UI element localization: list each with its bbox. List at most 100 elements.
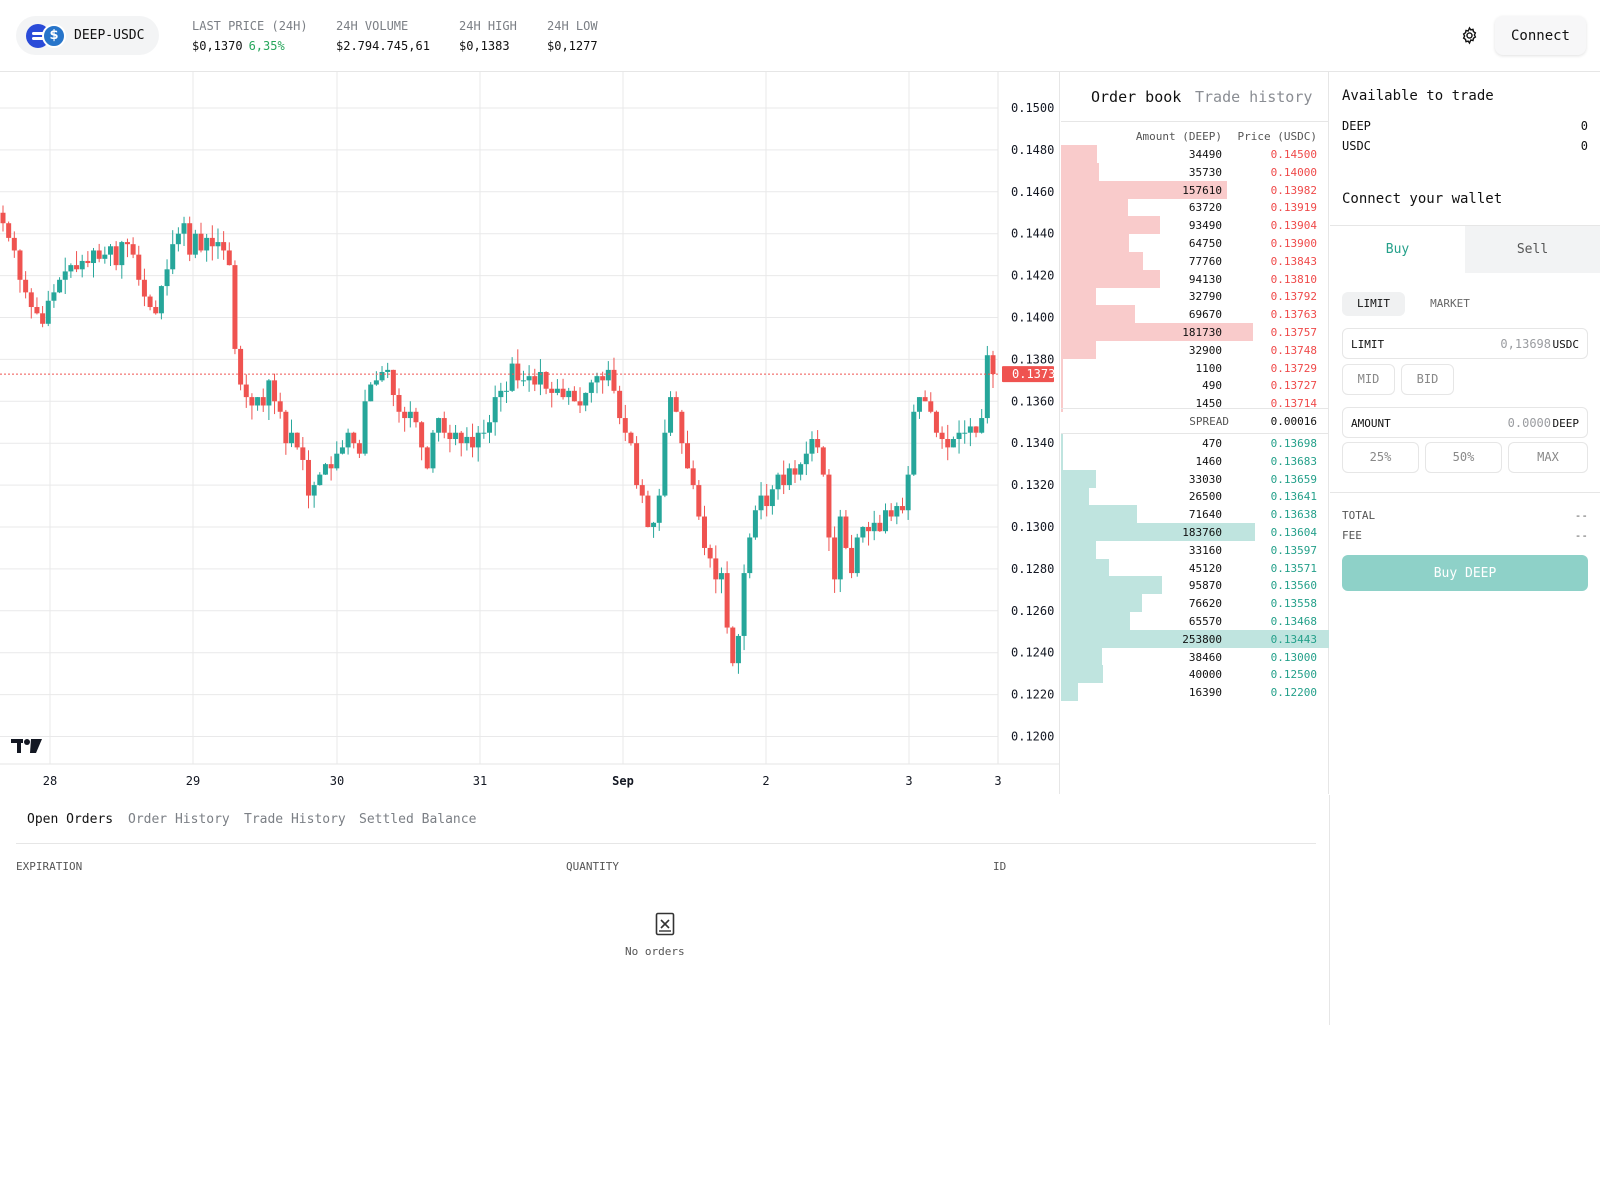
candle-body — [679, 411, 685, 444]
ask-price: 0.14500 — [1270, 148, 1317, 161]
bid-row[interactable]: 45120 0.13571 — [1061, 558, 1329, 577]
bid-row[interactable]: 16390 0.12200 — [1061, 683, 1329, 702]
mid-price-button[interactable]: MID — [1342, 364, 1395, 395]
bid-row[interactable]: 253800 0.13443 — [1061, 629, 1329, 648]
bid-row[interactable]: 65570 0.13468 — [1061, 612, 1329, 630]
total-value: -- — [1574, 509, 1588, 522]
pct-50-button[interactable]: 50% — [1425, 442, 1502, 473]
sell-tab[interactable]: Sell — [1465, 226, 1600, 273]
candle-body — [141, 279, 147, 297]
bid-depth-bar — [1061, 629, 1329, 648]
limit-price-field[interactable]: LIMIT 0,13698 USDC — [1342, 328, 1588, 359]
bid-amount: 183760 — [1182, 526, 1222, 539]
ask-row[interactable]: 490 0.13727 — [1061, 376, 1329, 395]
buy-deep-button[interactable]: Buy DEEP — [1342, 555, 1588, 591]
price-tick-label: 0.1280 — [1011, 562, 1054, 576]
bid-row[interactable]: 33160 0.13597 — [1061, 540, 1329, 559]
ask-row[interactable]: 93490 0.13904 — [1061, 216, 1329, 235]
ask-row[interactable]: 63720 0.13919 — [1061, 198, 1329, 217]
candle-body — [158, 286, 164, 314]
bid-depth-bar — [1061, 576, 1162, 595]
ask-row[interactable]: 69670 0.13763 — [1061, 305, 1329, 324]
candle-body — [883, 510, 889, 532]
tab-open-orders[interactable]: Open Orders — [27, 812, 114, 827]
candle-body — [385, 369, 391, 372]
bid-row[interactable]: 470 0.13698 — [1061, 434, 1329, 452]
ask-row[interactable]: 77760 0.13843 — [1061, 251, 1329, 270]
tradingview-logo-icon[interactable] — [11, 737, 43, 755]
order-type-market[interactable]: MARKET — [1430, 297, 1470, 310]
ask-price: 0.13763 — [1270, 308, 1317, 322]
pct-max-button[interactable]: MAX — [1508, 442, 1588, 473]
candle-body — [147, 296, 153, 308]
candle-body — [447, 432, 453, 440]
candle-body — [260, 397, 266, 406]
amount-unit: DEEP — [1552, 417, 1580, 430]
connect-button[interactable]: Connect — [1495, 16, 1586, 55]
bid-row[interactable]: 1460 0.13683 — [1061, 451, 1329, 470]
ask-price: 0.13757 — [1270, 326, 1317, 339]
ask-row[interactable]: 35730 0.14000 — [1061, 162, 1329, 181]
limit-price-value[interactable]: 0,13698 — [1500, 337, 1551, 351]
candle-body — [741, 573, 747, 636]
ask-amount: 94130 — [1188, 272, 1222, 286]
bid-price-button[interactable]: BID — [1401, 364, 1454, 395]
buy-tab[interactable]: Buy — [1330, 226, 1465, 273]
bid-row[interactable]: 76620 0.13558 — [1061, 594, 1329, 613]
candle-body — [238, 348, 244, 385]
candle-body — [243, 384, 249, 398]
ask-row[interactable]: 32790 0.13792 — [1061, 287, 1329, 306]
bid-row[interactable]: 26500 0.13641 — [1061, 487, 1329, 506]
balance-row: DEEP 0 — [1342, 119, 1588, 133]
ask-row[interactable]: 34490 0.14500 — [1061, 145, 1329, 163]
ask-row[interactable]: 181730 0.13757 — [1061, 323, 1329, 341]
order-type-limit[interactable]: LIMIT — [1342, 292, 1405, 316]
candle-body — [390, 369, 396, 396]
amount-field[interactable]: AMOUNT 0.0000 DEEP — [1342, 407, 1588, 438]
price-tick-label: 0.1440 — [1011, 227, 1054, 241]
bid-row[interactable]: 95870 0.13560 — [1061, 576, 1329, 595]
balance-value: 0 — [1580, 139, 1588, 153]
pct-25-button[interactable]: 25% — [1342, 442, 1419, 473]
candlestick-chart[interactable]: 0.1500 0.1480 0.1460 0.1440 0.1420 0.1400 0.13… — [0, 72, 1060, 794]
bid-amount: 1460 — [1195, 454, 1223, 468]
candle-body — [628, 432, 634, 444]
ask-row[interactable]: 157610 0.13982 — [1061, 180, 1329, 199]
candle-body — [520, 380, 526, 382]
candle-body — [175, 233, 181, 245]
bid-row[interactable]: 38460 0.13000 — [1061, 647, 1329, 666]
price-chart[interactable]: 0.1500 0.1480 0.1460 0.1440 0.1420 0.1400 0.13… — [0, 72, 1060, 794]
ask-row[interactable]: 1450 0.13714 — [1061, 394, 1329, 413]
ask-row[interactable]: 1100 0.13729 — [1061, 358, 1329, 377]
bid-row[interactable]: 71640 0.13638 — [1061, 505, 1329, 524]
ask-price: 0.13810 — [1270, 272, 1317, 286]
candle-body — [209, 237, 215, 247]
ask-row[interactable]: 94130 0.13810 — [1061, 269, 1329, 288]
tab-trade-history[interactable]: Trade history — [1195, 88, 1313, 106]
gear-icon[interactable] — [1460, 26, 1479, 45]
candle-body — [690, 468, 696, 486]
tab-order-book[interactable]: Order book — [1091, 88, 1182, 106]
ask-row[interactable]: 32900 0.13748 — [1061, 340, 1329, 359]
pair-selector[interactable]: $ DEEP-USDC — [16, 16, 159, 55]
ask-price: 0.13792 — [1270, 290, 1317, 304]
tab-order-history[interactable]: Order History — [128, 812, 230, 827]
bid-row[interactable]: 33030 0.13659 — [1061, 469, 1329, 488]
candle-body — [560, 388, 566, 398]
bid-row[interactable]: 40000 0.12500 — [1061, 665, 1329, 684]
candle-body — [945, 439, 951, 448]
candle-body — [0, 212, 6, 224]
ask-depth-bar — [1061, 234, 1129, 252]
balance-asset: DEEP — [1342, 119, 1371, 133]
candle-body — [453, 432, 459, 440]
candle-body — [345, 432, 351, 448]
tab-settled-balance[interactable]: Settled Balance — [359, 812, 477, 827]
bid-row[interactable]: 183760 0.13604 — [1061, 523, 1329, 541]
candle-body — [532, 376, 538, 385]
ask-price: 0.13748 — [1270, 343, 1317, 357]
amount-input[interactable]: 0.0000 — [1507, 416, 1551, 430]
bid-price: 0.13571 — [1270, 561, 1317, 575]
ask-row[interactable]: 64750 0.13900 — [1061, 234, 1329, 252]
bid-amount: 38460 — [1188, 650, 1222, 664]
tab-trade-history-bottom[interactable]: Trade History — [244, 812, 346, 827]
